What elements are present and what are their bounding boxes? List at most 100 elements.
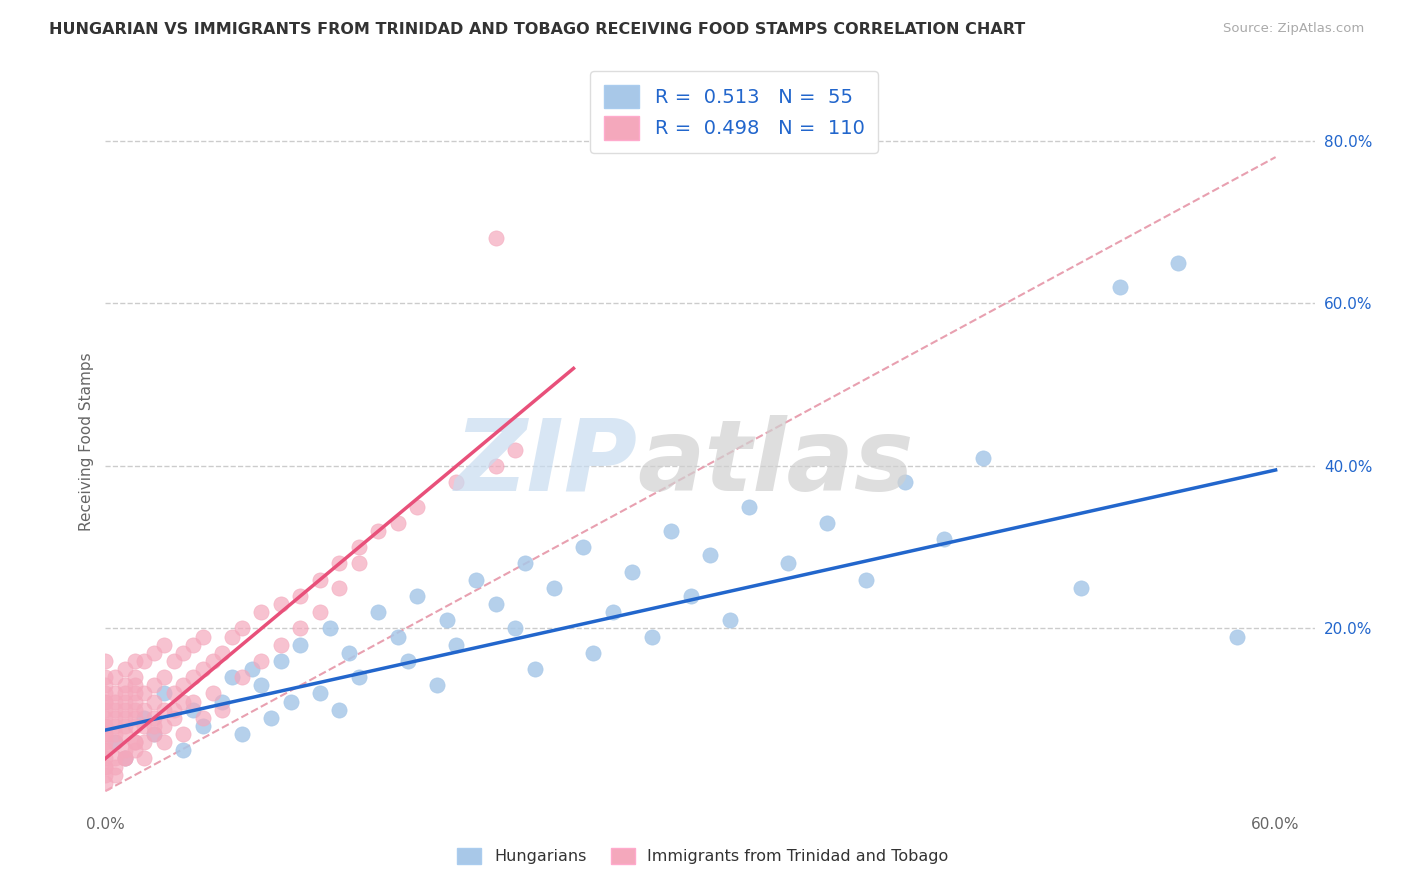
Point <box>94 735 117 749</box>
Point <box>191 630 214 644</box>
Point <box>114 703 136 717</box>
Point <box>181 695 204 709</box>
Point <box>309 573 332 587</box>
Point <box>114 695 136 709</box>
Point <box>172 743 194 757</box>
Point <box>387 516 409 530</box>
Point <box>134 719 156 733</box>
Text: ZIP: ZIP <box>454 415 637 512</box>
Point <box>143 695 166 709</box>
Point <box>309 686 332 700</box>
Point <box>543 581 565 595</box>
Point <box>572 540 595 554</box>
Point <box>94 719 117 733</box>
Point <box>134 654 156 668</box>
Point <box>191 719 214 733</box>
Point <box>114 678 136 692</box>
Point <box>211 695 233 709</box>
Text: atlas: atlas <box>637 415 914 512</box>
Y-axis label: Receiving Food Stamps: Receiving Food Stamps <box>79 352 94 531</box>
Point <box>94 686 117 700</box>
Point <box>250 678 273 692</box>
Point <box>143 711 166 725</box>
Point <box>894 475 917 490</box>
Point <box>104 735 127 749</box>
Point <box>163 703 186 717</box>
Point <box>134 751 156 765</box>
Point <box>503 442 526 457</box>
Point <box>231 622 253 636</box>
Point <box>250 654 273 668</box>
Point <box>699 549 721 563</box>
Point <box>602 605 624 619</box>
Point <box>94 695 117 709</box>
Point <box>406 589 429 603</box>
Point <box>231 670 253 684</box>
Point <box>163 654 186 668</box>
Point <box>465 573 488 587</box>
Point <box>290 589 312 603</box>
Point <box>201 654 224 668</box>
Point <box>94 751 117 765</box>
Point <box>124 735 146 749</box>
Point <box>153 735 176 749</box>
Point <box>94 678 117 692</box>
Point <box>932 532 955 546</box>
Point <box>815 516 838 530</box>
Point <box>94 743 117 757</box>
Point <box>124 686 146 700</box>
Point <box>124 695 146 709</box>
Point <box>309 605 332 619</box>
Point <box>270 638 292 652</box>
Point <box>104 719 127 733</box>
Point <box>114 743 136 757</box>
Point <box>221 670 243 684</box>
Point <box>270 654 292 668</box>
Point <box>181 703 204 717</box>
Point <box>328 703 350 717</box>
Point <box>201 686 224 700</box>
Point <box>972 450 994 465</box>
Text: HUNGARIAN VS IMMIGRANTS FROM TRINIDAD AND TOBAGO RECEIVING FOOD STAMPS CORRELATI: HUNGARIAN VS IMMIGRANTS FROM TRINIDAD AN… <box>49 22 1025 37</box>
Point <box>104 686 127 700</box>
Point <box>367 605 389 619</box>
Point <box>134 735 156 749</box>
Point <box>347 557 370 571</box>
Point <box>621 565 644 579</box>
Point <box>446 475 468 490</box>
Point <box>143 719 166 733</box>
Point <box>134 711 156 725</box>
Point <box>337 646 360 660</box>
Point <box>94 768 117 782</box>
Point <box>328 581 350 595</box>
Point <box>582 646 605 660</box>
Point <box>436 613 458 627</box>
Point <box>104 727 127 741</box>
Point <box>124 735 146 749</box>
Point <box>211 703 233 717</box>
Point <box>94 719 117 733</box>
Point <box>94 695 117 709</box>
Point <box>124 743 146 757</box>
Point <box>153 686 176 700</box>
Point <box>367 524 389 538</box>
Point <box>104 670 127 684</box>
Point <box>240 662 263 676</box>
Point <box>114 686 136 700</box>
Point <box>124 711 146 725</box>
Point <box>776 557 799 571</box>
Point <box>426 678 449 692</box>
Point <box>260 711 283 725</box>
Point <box>270 597 292 611</box>
Point <box>94 727 117 741</box>
Point <box>640 630 662 644</box>
Point <box>231 727 253 741</box>
Point <box>114 719 136 733</box>
Point <box>503 622 526 636</box>
Point <box>1167 256 1189 270</box>
Point <box>94 776 117 790</box>
Point <box>679 589 702 603</box>
Point <box>484 231 506 245</box>
Point <box>163 686 186 700</box>
Point <box>406 500 429 514</box>
